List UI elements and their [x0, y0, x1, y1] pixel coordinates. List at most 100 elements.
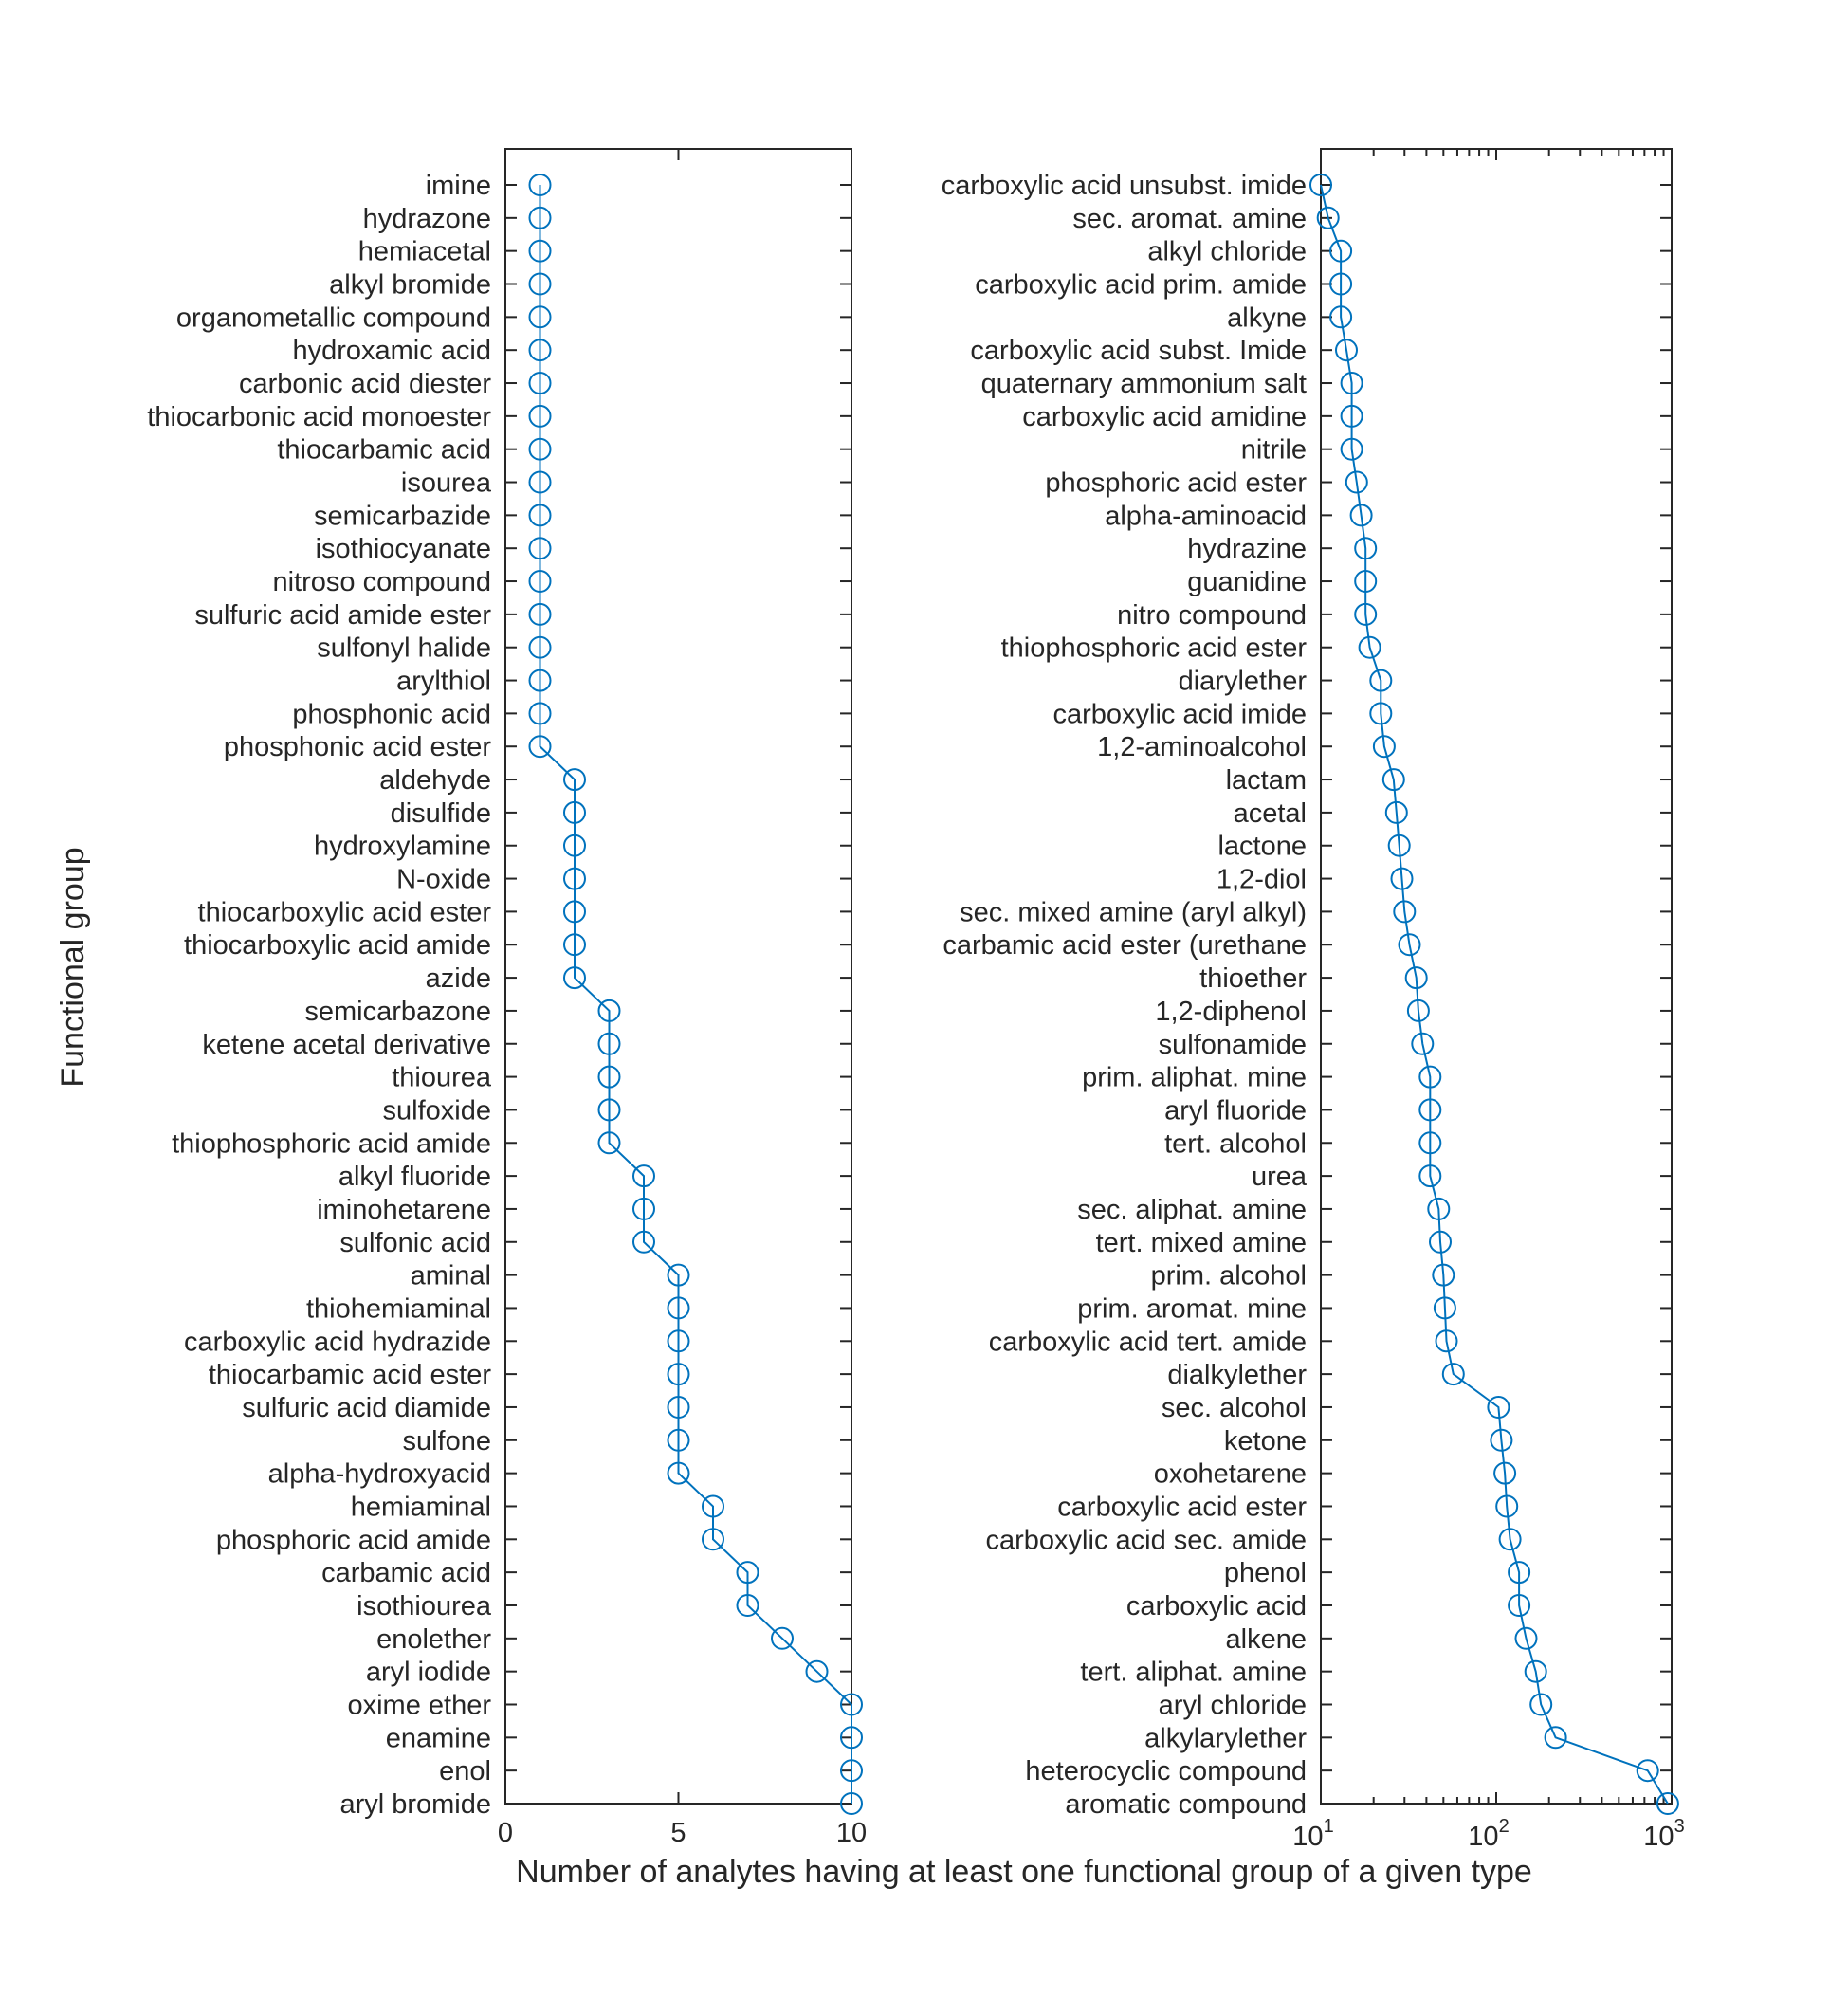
y-tick-label: thiocarbamic acid ester: [209, 1360, 492, 1390]
series-line: [1320, 184, 1669, 1805]
data-point: [1329, 305, 1353, 329]
data-point: [1544, 1726, 1567, 1750]
data-point: [563, 867, 586, 890]
data-point: [563, 966, 586, 990]
y-tick-label: iminohetarene: [317, 1195, 491, 1225]
y-tick-label: alkylarylether: [1144, 1723, 1307, 1753]
data-point: [1441, 1363, 1465, 1386]
data-point: [1393, 900, 1417, 924]
data-point: [1340, 372, 1363, 394]
y-tick-label: sulfuric acid diamide: [242, 1393, 491, 1423]
data-point: [1384, 800, 1408, 824]
data-point: [667, 1263, 690, 1287]
y-tick-label: alpha-hydroxyacid: [268, 1459, 491, 1490]
data-point: [667, 1329, 690, 1353]
y-tick-label: sulfonyl halide: [317, 633, 491, 664]
y-tick-label: enamine: [386, 1723, 491, 1753]
y-tick-label: prim. aliphat. mine: [1082, 1063, 1307, 1093]
data-point: [1524, 1659, 1547, 1683]
y-tick-label: isourea: [401, 468, 492, 499]
data-point: [1435, 1329, 1458, 1353]
data-point: [702, 1528, 724, 1551]
data-point: [1354, 570, 1378, 593]
y-tick-label: thiocarbamic acid: [277, 435, 491, 466]
y-tick-label: oxime ether: [347, 1690, 491, 1720]
y-tick-label: isothiocyanate: [316, 534, 491, 564]
y-tick-label: thiocarboxylic acid amide: [184, 930, 491, 961]
y-tick-label: 1,2-diphenol: [1155, 997, 1307, 1027]
y-tick-label: alkyne: [1227, 302, 1307, 333]
y-tick-label: hydrazone: [363, 204, 491, 234]
data-point: [1429, 1230, 1452, 1254]
y-tick-label: N-oxide: [396, 865, 491, 895]
data-point: [1514, 1626, 1538, 1650]
y-tick-label: sulfonic acid: [339, 1228, 491, 1258]
data-point: [1358, 635, 1381, 659]
data-point: [632, 1197, 655, 1220]
series-line: [539, 185, 852, 1804]
y-tick-label: carboxylic acid ester: [1057, 1492, 1307, 1522]
data-point: [528, 272, 552, 296]
data-point: [1433, 1296, 1456, 1320]
y-tick-label: guanidine: [1187, 567, 1307, 597]
y-tick-label: isothiourea: [357, 1591, 492, 1622]
data-point: [1369, 669, 1393, 692]
data-point: [597, 1131, 621, 1155]
data-point: [805, 1659, 829, 1683]
data-point: [528, 437, 552, 461]
y-tick-label: prim. aromat. mine: [1077, 1293, 1307, 1324]
data-point: [771, 1626, 794, 1650]
data-point: [1354, 602, 1378, 626]
data-point: [528, 305, 552, 329]
y-tick-label: carboxylic acid tert. amide: [989, 1327, 1307, 1357]
y-tick-label: imine: [426, 171, 491, 201]
data-point: [597, 1032, 621, 1055]
y-tick-label: tert. alcohol: [1164, 1128, 1307, 1159]
data-point: [1349, 504, 1373, 527]
data-point: [840, 1726, 863, 1750]
y-tick-label: diarylether: [1179, 667, 1308, 697]
y-tick-label: hemiaminal: [351, 1492, 491, 1522]
y-tick-label: lactone: [1217, 832, 1307, 862]
data-point: [1418, 1098, 1442, 1122]
y-tick-label: sec. aliphat. amine: [1077, 1195, 1307, 1225]
y-tick-label: alkene: [1226, 1624, 1307, 1655]
data-point: [1508, 1561, 1531, 1585]
y-tick-label: sulfuric acid amide ester: [194, 600, 491, 631]
y-tick-label: alkyl bromide: [329, 270, 491, 301]
data-point: [1418, 1065, 1442, 1089]
data-point: [597, 1098, 621, 1122]
y-tick-label: thiophosphoric acid ester: [1001, 633, 1308, 664]
y-tick-label: tert. mixed amine: [1096, 1228, 1307, 1258]
y-tick-label: phenol: [1224, 1558, 1307, 1588]
x-tick-label: 0: [498, 1818, 513, 1848]
y-tick-label: carbamic acid ester (urethane: [942, 930, 1307, 961]
y-tick-label: carboxylic acid unsubst. imide: [942, 171, 1307, 201]
data-point: [1636, 1759, 1659, 1783]
data-point: [632, 1164, 655, 1188]
data-point: [1508, 1594, 1531, 1617]
data-point: [528, 702, 552, 725]
data-point: [1340, 437, 1363, 461]
y-tick-label: acetal: [1234, 798, 1307, 829]
y-tick-label: nitrile: [1241, 435, 1307, 466]
data-point: [563, 834, 586, 857]
y-tick-label: disulfide: [391, 798, 491, 829]
y-tick-label: phosphonic acid: [292, 699, 491, 729]
data-point: [1411, 1032, 1435, 1055]
data-point: [1404, 966, 1428, 990]
data-point: [840, 1759, 863, 1783]
data-point: [1418, 1164, 1442, 1188]
data-point: [1427, 1197, 1451, 1220]
y-tick-label: thiophosphoric acid amide: [172, 1128, 491, 1159]
data-point: [632, 1230, 655, 1254]
x-tick-label: 103: [1643, 1816, 1684, 1852]
y-tick-label: enolether: [376, 1624, 491, 1655]
y-tick-label: thiohemiaminal: [306, 1293, 491, 1324]
data-point: [1418, 1131, 1442, 1155]
y-tick-label: sulfonamide: [1159, 1030, 1307, 1060]
data-point: [528, 602, 552, 626]
y-tick-label: aryl bromide: [339, 1789, 491, 1820]
x-tick-label: 102: [1468, 1816, 1509, 1852]
